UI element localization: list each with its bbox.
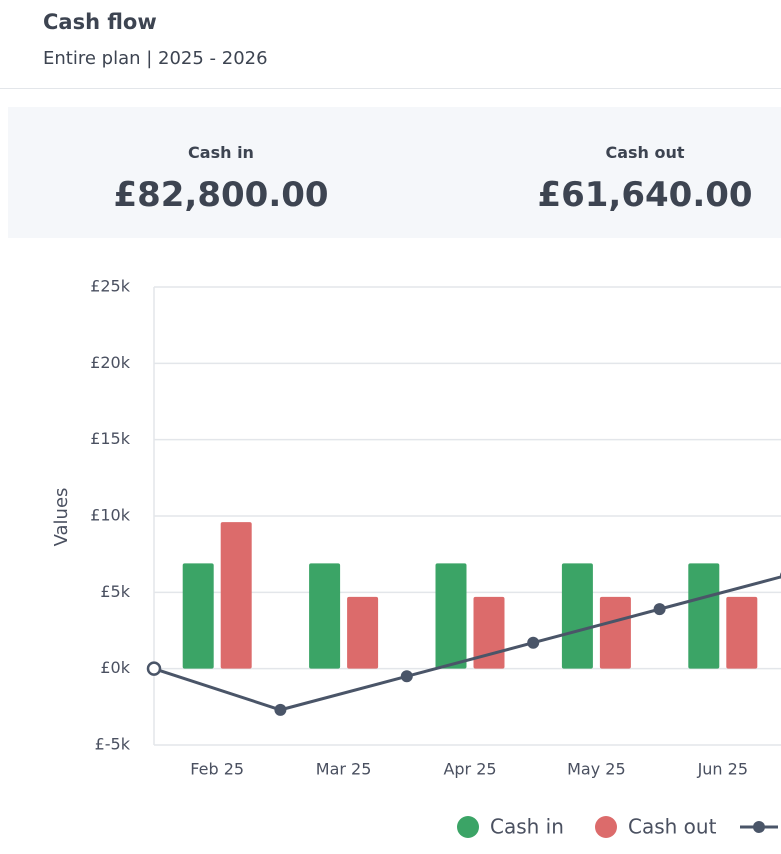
y-tick-label: £15k	[90, 429, 131, 448]
bar	[726, 596, 758, 669]
summary-value: £61,640.00	[537, 175, 753, 215]
bar	[599, 596, 631, 669]
line-point	[400, 670, 413, 683]
legend-marker	[753, 821, 765, 833]
y-tick-label: £20k	[90, 353, 131, 372]
y-tick-label: £0k	[100, 658, 130, 677]
x-tick-label: Jun 25	[697, 760, 748, 779]
summary-panel: Cash in £82,800.00 Cash out £61,640.00	[8, 107, 781, 238]
legend-label: Cash out	[628, 815, 717, 839]
bar	[688, 563, 720, 669]
y-axis-title: Values	[51, 488, 72, 547]
x-tick-label: Mar 25	[316, 760, 372, 779]
summary-value: £82,800.00	[113, 175, 329, 215]
title: Cash flow	[43, 10, 157, 34]
line-point	[146, 661, 162, 676]
line	[153, 575, 781, 712]
bar	[309, 563, 341, 669]
x-tick-label: Apr 25	[443, 760, 496, 779]
bar	[473, 596, 505, 669]
summary-label: Cash in	[188, 143, 254, 162]
y-tick-label: £-5k	[95, 735, 131, 754]
chart: Values £-5k £0k £5k £10k £15k £20k £25k Feb 25 M…	[51, 277, 781, 839]
line-point	[274, 703, 287, 716]
bar	[435, 563, 467, 669]
y-tick-label: £10k	[90, 506, 131, 525]
bar	[347, 596, 379, 669]
bar	[561, 563, 593, 669]
x-tick-label: Feb 25	[190, 760, 244, 779]
bar	[182, 563, 214, 669]
x-tick-label: May 25	[567, 760, 626, 779]
y-tick-label: £5k	[100, 582, 130, 601]
line-point	[653, 603, 666, 616]
line-point	[527, 636, 540, 649]
header: Cash flow Entire plan | 2025 - 2026	[0, 0, 781, 89]
bar	[220, 522, 252, 669]
legend-label: Cash in	[490, 815, 564, 839]
summary-label: Cash out	[605, 143, 685, 162]
legend-marker	[457, 816, 479, 838]
y-tick-label: £25k	[90, 277, 131, 296]
legend-marker	[595, 816, 617, 838]
subtitle: Entire plan | 2025 - 2026	[43, 48, 268, 69]
